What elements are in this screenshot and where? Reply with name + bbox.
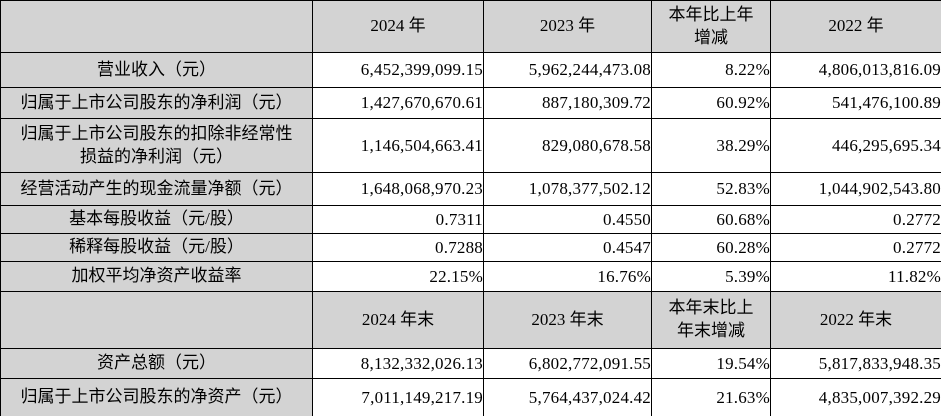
deducted-net-profit-2022: 446,295,695.34 <box>770 118 941 173</box>
row-label-revenue: 营业收入（元） <box>0 52 313 88</box>
revenue-change: 8.22% <box>651 52 771 88</box>
table-row-revenue: 营业收入（元） 6,452,399,099.15 5,962,244,473.0… <box>0 52 941 88</box>
net-assets-2024: 7,011,149,217.19 <box>312 378 484 416</box>
deducted-net-profit-2023: 829,080,678.58 <box>483 118 652 173</box>
col-header-yoy-change: 本年比上年 增减 <box>651 0 771 53</box>
col-header-2022-end: 2022 年末 <box>770 291 941 349</box>
revenue-2024: 6,452,399,099.15 <box>312 52 484 88</box>
col-header-yoy-change-line1: 本年比上年 <box>668 4 754 24</box>
row-label-net-assets: 归属于上市公司股东的净资产（元） <box>0 378 313 416</box>
table-row-weighted-avg-roe: 加权平均净资产收益率 22.15% 16.76% 5.39% 11.82% <box>0 261 941 292</box>
operating-cash-flow-change: 52.83% <box>651 172 771 206</box>
diluted-eps-2023: 0.4547 <box>483 233 652 262</box>
total-assets-2022: 5,817,833,948.35 <box>770 348 941 379</box>
operating-cash-flow-2022: 1,044,902,543.80 <box>770 172 941 206</box>
net-profit-2024: 1,427,670,670.61 <box>312 87 484 119</box>
weighted-avg-roe-2023: 16.76% <box>483 261 652 292</box>
row-label-deducted-line1: 归属于上市公司股东的扣除非经常性 <box>20 123 293 143</box>
col-header-year-end-change-line1: 本年末比上 <box>668 298 754 318</box>
col-header-2023-end: 2023 年末 <box>483 291 652 349</box>
total-assets-2024: 8,132,332,026.13 <box>312 348 484 379</box>
col-header-2022: 2022 年 <box>770 0 941 53</box>
row-label-net-profit: 归属于上市公司股东的净利润（元） <box>0 87 313 119</box>
table-row-deducted-net-profit: 归属于上市公司股东的扣除非经常性 损益的净利润（元） 1,146,504,663… <box>0 118 941 173</box>
basic-eps-change: 60.68% <box>651 205 771 234</box>
total-assets-2023: 6,802,772,091.55 <box>483 348 652 379</box>
net-profit-2022: 541,476,100.89 <box>770 87 941 119</box>
operating-cash-flow-2023: 1,078,377,502.12 <box>483 172 652 206</box>
corner-cell <box>0 0 313 53</box>
revenue-2022: 4,806,013,816.09 <box>770 52 941 88</box>
row-label-total-assets: 资产总额（元） <box>0 348 313 379</box>
basic-eps-2023: 0.4550 <box>483 205 652 234</box>
table-row-net-profit: 归属于上市公司股东的净利润（元） 1,427,670,670.61 887,18… <box>0 87 941 119</box>
col-header-year-end-change-line2: 年末增减 <box>677 321 745 340</box>
table-row-diluted-eps: 稀释每股收益（元/股） 0.7288 0.4547 60.28% 0.2772 <box>0 233 941 262</box>
row-label-weighted-avg-roe: 加权平均净资产收益率 <box>0 261 313 292</box>
diluted-eps-2024: 0.7288 <box>312 233 484 262</box>
row-label-deducted-line2: 损益的净利润（元） <box>80 146 233 166</box>
deducted-net-profit-2024: 1,146,504,663.41 <box>312 118 484 173</box>
deducted-net-profit-change: 38.29% <box>651 118 771 173</box>
diluted-eps-change: 60.28% <box>651 233 771 262</box>
col-header-year-end-change: 本年末比上 年末增减 <box>651 291 771 349</box>
total-assets-change: 19.54% <box>651 348 771 379</box>
diluted-eps-2022: 0.2772 <box>770 233 941 262</box>
weighted-avg-roe-change: 5.39% <box>651 261 771 292</box>
header-row-annual: 2024 年 2023 年 本年比上年 增减 2022 年 <box>0 0 941 53</box>
table-row-total-assets: 资产总额（元） 8,132,332,026.13 6,802,772,091.5… <box>0 348 941 379</box>
col-header-yoy-change-line2: 增减 <box>694 27 728 47</box>
basic-eps-2022: 0.2772 <box>770 205 941 234</box>
net-profit-change: 60.92% <box>651 87 771 119</box>
net-assets-change: 21.63% <box>651 378 771 416</box>
row-label-operating-cash-flow: 经营活动产生的现金流量净额（元） <box>0 172 313 206</box>
operating-cash-flow-2024: 1,648,068,970.23 <box>312 172 484 206</box>
col-header-2024-end: 2024 年末 <box>312 291 484 349</box>
row-label-diluted-eps: 稀释每股收益（元/股） <box>0 233 313 262</box>
row-label-basic-eps: 基本每股收益（元/股） <box>0 205 313 234</box>
col-header-2024: 2024 年 <box>312 0 484 53</box>
net-assets-2023: 5,764,437,024.42 <box>483 378 652 416</box>
net-assets-2022: 4,835,007,392.29 <box>770 378 941 416</box>
weighted-avg-roe-2022: 11.82% <box>770 261 941 292</box>
header-row-year-end: 2024 年末 2023 年末 本年末比上 年末增减 2022 年末 <box>0 291 941 349</box>
row-label-deducted-net-profit: 归属于上市公司股东的扣除非经常性 损益的净利润（元） <box>0 118 313 173</box>
table-row-operating-cash-flow: 经营活动产生的现金流量净额（元） 1,648,068,970.23 1,078,… <box>0 172 941 206</box>
table-row-basic-eps: 基本每股收益（元/股） 0.7311 0.4550 60.68% 0.2772 <box>0 205 941 234</box>
table-row-net-assets: 归属于上市公司股东的净资产（元） 7,011,149,217.19 5,764,… <box>0 378 941 416</box>
basic-eps-2024: 0.7311 <box>312 205 484 234</box>
revenue-2023: 5,962,244,473.08 <box>483 52 652 88</box>
net-profit-2023: 887,180,309.72 <box>483 87 652 119</box>
corner-cell-2 <box>0 291 313 349</box>
col-header-2023: 2023 年 <box>483 0 652 53</box>
weighted-avg-roe-2024: 22.15% <box>312 261 484 292</box>
